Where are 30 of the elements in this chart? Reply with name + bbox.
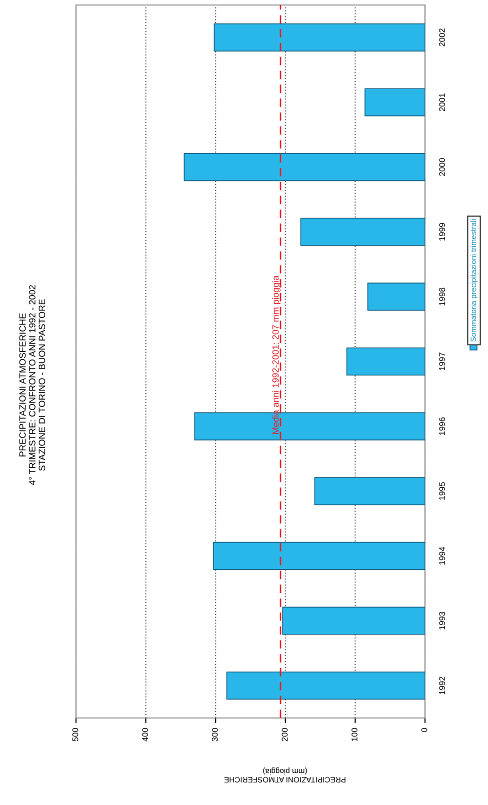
y-tick-label: 1994: [439, 546, 446, 565]
y-tick-label: 1999: [439, 222, 446, 240]
bar: [214, 23, 425, 52]
y-tick-label: 1996: [439, 417, 446, 435]
bar: [282, 606, 425, 635]
bar: [213, 542, 425, 570]
x-tick-label: 200: [282, 728, 288, 742]
x-tick-label: 100: [352, 728, 358, 741]
y-tick-label: 1997: [439, 352, 446, 370]
bar: [194, 412, 425, 440]
bar: [367, 282, 425, 311]
text: PRECIPITAZIONI ATMOSFERICHE 4° TRIMESTRE: CONFRONTO ANNI 1992 - 2002 STAZIONE DI TORINO - BUON PASTORE: [19, 285, 46, 486]
y-tick-label: 1998: [439, 288, 446, 306]
y-tick-label: 1993: [439, 612, 446, 630]
x-tick-label: 400: [142, 728, 148, 742]
bar: [314, 477, 425, 506]
y-tick-label: 2001: [439, 93, 446, 112]
bar: [226, 672, 425, 700]
bar: [346, 347, 425, 376]
y-tick-label: 2000: [439, 158, 446, 176]
bar: [300, 218, 425, 246]
x-tick-label: 0: [421, 728, 428, 732]
y-tick-label: 1995: [439, 482, 446, 500]
bar: [184, 153, 425, 182]
y-tick-label: 2002: [439, 28, 446, 46]
x-tick-label: 300: [212, 728, 218, 742]
ref-line-label: Media anni 1992-2001: 207 mm pioggia: [272, 275, 281, 434]
y-tick-label: 1992: [439, 676, 446, 694]
bar: [364, 88, 425, 116]
x-tick-label: 500: [72, 728, 78, 742]
